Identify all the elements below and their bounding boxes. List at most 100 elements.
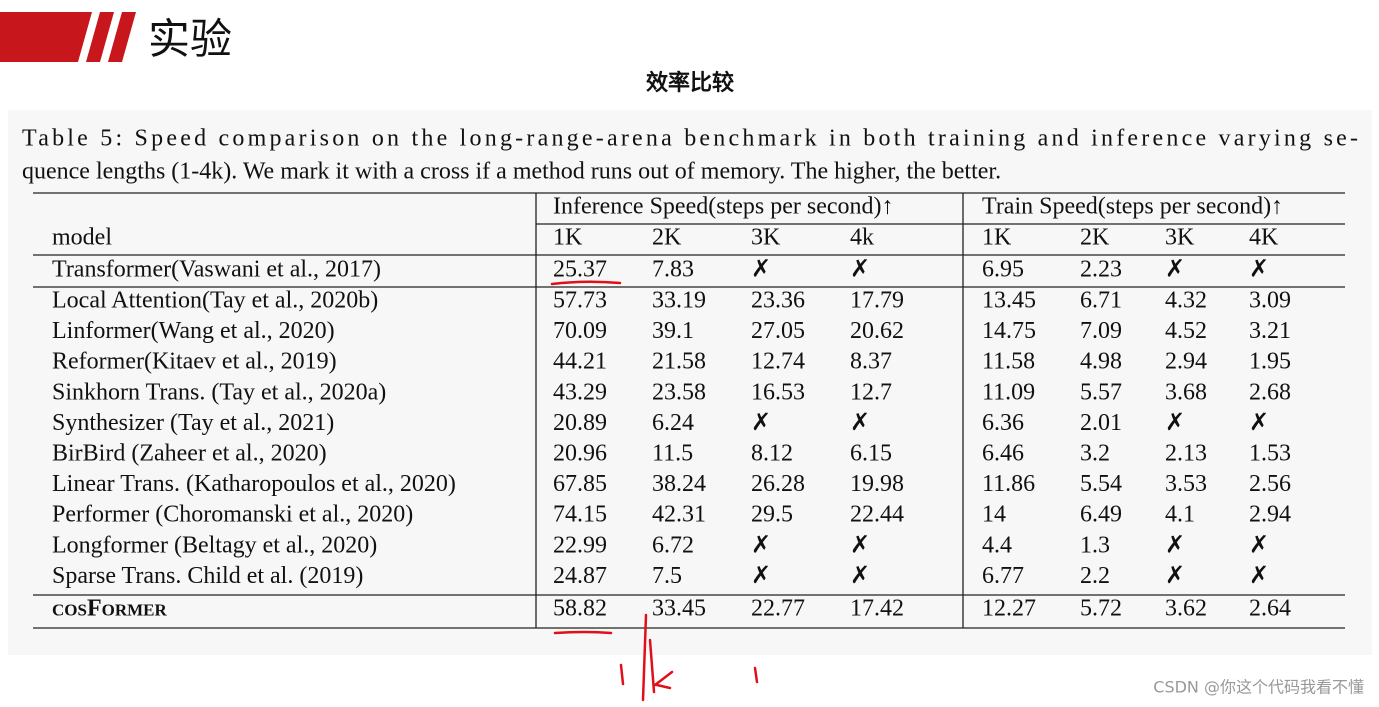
cell: 39.1	[652, 318, 694, 344]
cell: 67.85	[553, 471, 607, 497]
model-name: Linear Trans. (Katharopoulos et al., 202…	[52, 471, 456, 497]
underline	[550, 280, 622, 286]
cell: 43.29	[553, 379, 607, 405]
cell: 38.24	[652, 471, 706, 497]
cell: 4.1	[1165, 502, 1195, 528]
table: Inference Speed(steps per second)↑ Train …	[52, 194, 1291, 622]
cell: 6.24	[652, 410, 694, 436]
cell: 11.09	[982, 379, 1035, 405]
cell: 2.01	[1080, 410, 1122, 436]
cell: 58.82	[553, 596, 607, 622]
cell: 57.73	[553, 288, 607, 314]
cell: 8.37	[850, 349, 892, 375]
cell: ✗	[850, 257, 870, 283]
cell: 6.36	[982, 410, 1024, 436]
cell: 2.2	[1080, 563, 1110, 589]
model-name: Reformer(Kitaev et al., 2019)	[52, 349, 337, 375]
cell: 11.5	[652, 441, 693, 467]
cell: 2.64	[1249, 596, 1291, 622]
cell: 22.99	[553, 532, 607, 558]
annotations	[550, 280, 759, 702]
title-stripe	[108, 12, 136, 62]
cell: 2.68	[1249, 379, 1291, 405]
cell: ✗	[751, 563, 771, 589]
cell: ✗	[850, 532, 870, 558]
cell: 25.37	[553, 257, 607, 283]
cell: 24.87	[553, 563, 607, 589]
group-header: Inference Speed(steps per second)↑	[553, 194, 894, 220]
cell: 12.74	[751, 349, 805, 375]
model-name: Longformer (Beltagy et al., 2020)	[52, 532, 377, 558]
column-header: 1K	[982, 225, 1012, 251]
cell: 6.72	[652, 532, 694, 558]
scribble	[619, 663, 625, 686]
cell: 2.94	[1249, 502, 1291, 528]
cell: ✗	[751, 410, 771, 436]
model-name: Performer (Choromanski et al., 2020)	[52, 502, 413, 528]
cell: 6.77	[982, 563, 1024, 589]
column-header: 2K	[1080, 225, 1110, 251]
model-name: Sparse Trans. Child et al. (2019)	[52, 563, 363, 589]
cell: 5.72	[1080, 596, 1122, 622]
cell: 74.15	[553, 502, 607, 528]
cell: 42.31	[652, 502, 706, 528]
cell: 13.45	[982, 288, 1036, 314]
slide-subtitle: 效率比较	[646, 70, 734, 96]
column-header: 3K	[1165, 225, 1195, 251]
column-header: 4K	[1249, 225, 1279, 251]
cell: 12.7	[850, 379, 892, 405]
cell: ✗	[1165, 563, 1185, 589]
column-header: 3K	[751, 225, 781, 251]
cell: ✗	[1249, 563, 1269, 589]
cell: 33.45	[652, 596, 706, 622]
scribble	[641, 613, 674, 702]
cell: 8.12	[751, 441, 793, 467]
cell: 29.5	[751, 502, 793, 528]
column-header: 1K	[553, 225, 583, 251]
model-name: Local Attention(Tay et al., 2020b)	[52, 288, 378, 314]
cell: 16.53	[751, 379, 805, 405]
cell: 33.19	[652, 288, 706, 314]
model-name: Synthesizer (Tay et al., 2021)	[52, 410, 334, 436]
cell: 6.46	[982, 441, 1024, 467]
cell: 4.98	[1080, 349, 1122, 375]
title-bar	[0, 12, 92, 62]
model-name: cosFormer	[52, 596, 167, 622]
cell: 6.71	[1080, 288, 1122, 314]
table-rules	[33, 192, 1345, 629]
cell: ✗	[850, 563, 870, 589]
cell: 6.95	[982, 257, 1024, 283]
slide-title: 实验	[148, 15, 232, 64]
cell: 14.75	[982, 318, 1036, 344]
cell: 26.28	[751, 471, 805, 497]
cell: 2.13	[1165, 441, 1207, 467]
cell: 3.21	[1249, 318, 1291, 344]
cell: 44.21	[553, 349, 607, 375]
cell: 17.79	[850, 288, 904, 314]
cell: 4.52	[1165, 318, 1207, 344]
cell: 17.42	[850, 596, 904, 622]
cell: 20.62	[850, 318, 904, 344]
underline	[553, 630, 613, 635]
cell: 1.95	[1249, 349, 1291, 375]
caption-line: Table 5: Speed comparison on the long-ra…	[22, 126, 1358, 152]
cell: 12.27	[982, 596, 1036, 622]
cell: 6.15	[850, 441, 892, 467]
cell: 4.32	[1165, 288, 1207, 314]
cell: 5.54	[1080, 471, 1122, 497]
cell: 22.77	[751, 596, 805, 622]
cell: 23.58	[652, 379, 706, 405]
cell: 7.09	[1080, 318, 1122, 344]
model-name: Transformer(Vaswani et al., 2017)	[52, 257, 381, 283]
cell: 21.58	[652, 349, 706, 375]
cell: 14	[982, 502, 1006, 528]
cell: ✗	[751, 257, 771, 283]
cell: 11.86	[982, 471, 1035, 497]
cell: 3.09	[1249, 288, 1291, 314]
cell: ✗	[751, 532, 771, 558]
model-name: BirBird (Zaheer et al., 2020)	[52, 441, 327, 467]
cell: 70.09	[553, 318, 607, 344]
model-name: Sinkhorn Trans. (Tay et al., 2020a)	[52, 379, 386, 405]
column-header: 4k	[850, 225, 874, 251]
